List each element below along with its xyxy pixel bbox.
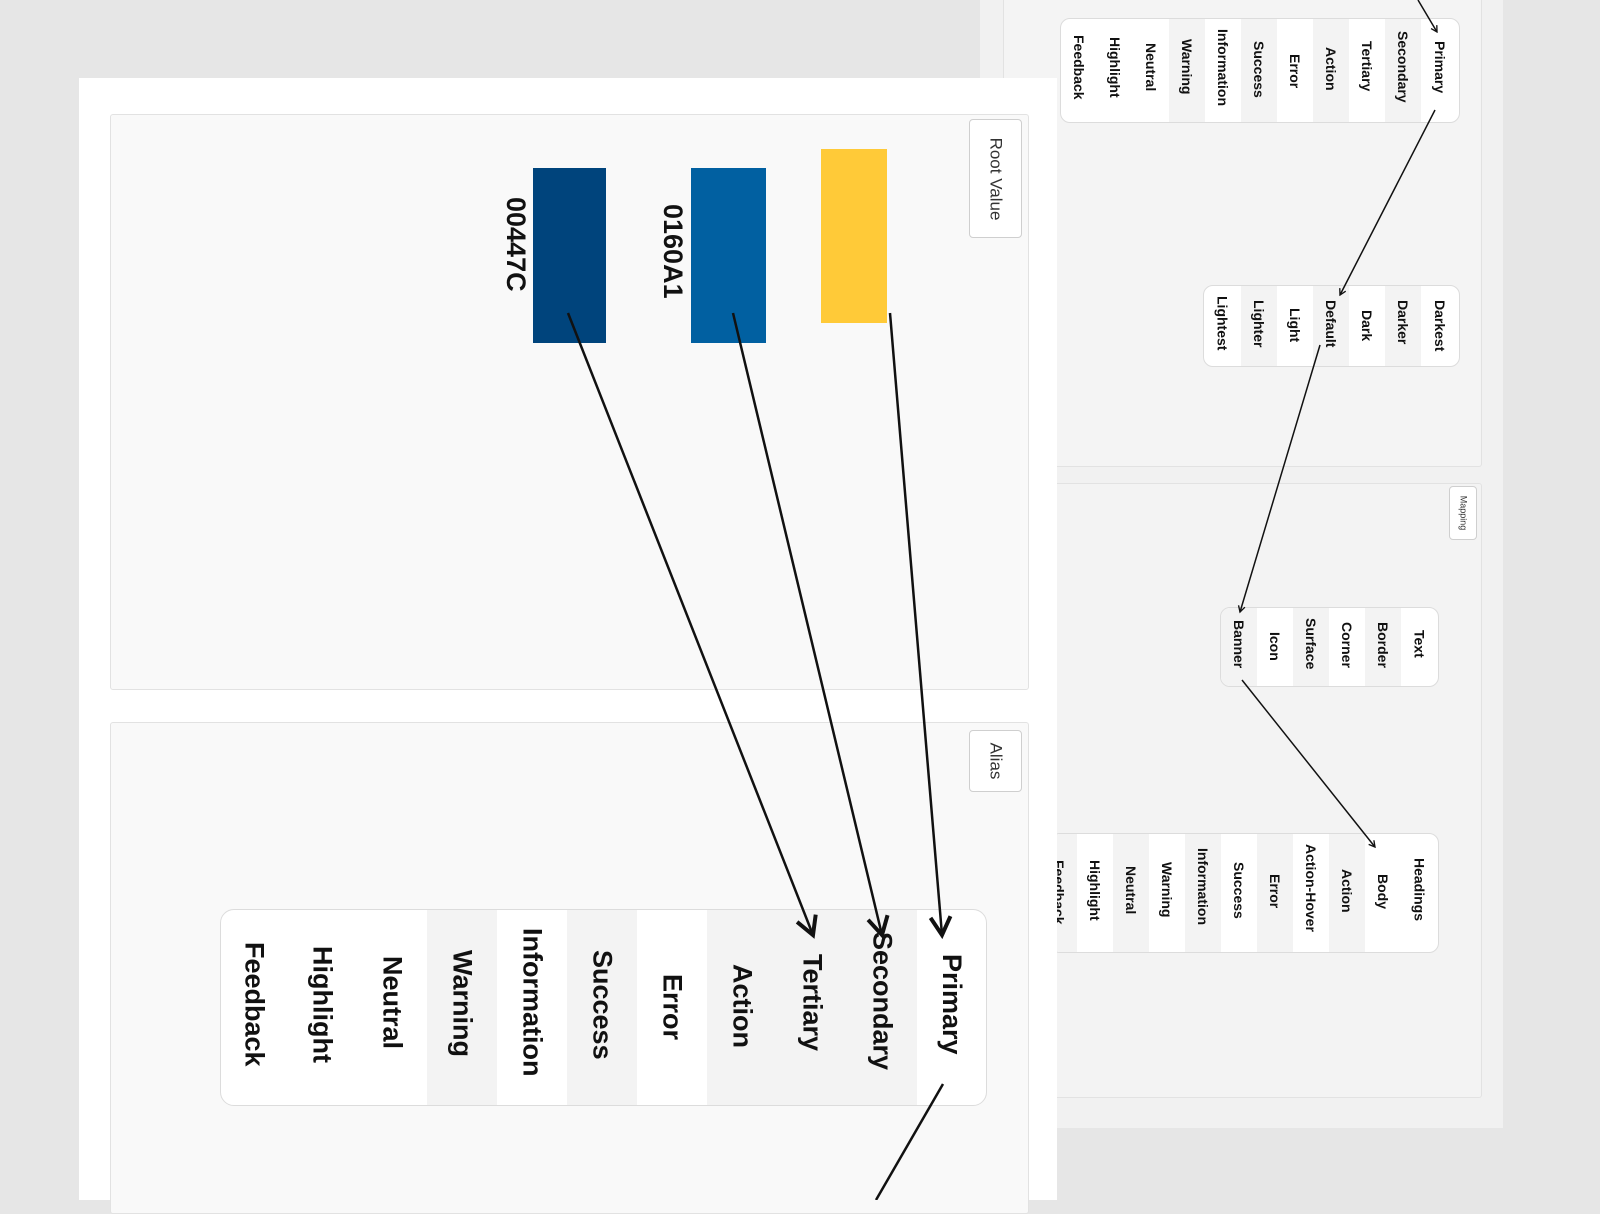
list-item: Tertiary	[1359, 41, 1375, 92]
list-item: Feedback	[1071, 35, 1087, 100]
list-item: Neutral	[377, 956, 408, 1050]
list-item: Success	[1231, 862, 1247, 919]
list-item: Error	[1257, 834, 1293, 952]
shade-list: Darkest Darker Dark Default Light Lighte…	[1203, 285, 1460, 367]
list-item: Information	[1185, 834, 1221, 952]
list-item: Lighter	[1241, 286, 1277, 366]
list-item: Light	[1287, 308, 1303, 343]
swatch-0160a1	[691, 168, 766, 343]
list-item: Primary	[937, 954, 967, 1055]
alias-list: Primary Secondary Tertiary Action Error …	[220, 909, 987, 1106]
list-item: Action	[1313, 19, 1349, 122]
list-item: Darkest	[1432, 300, 1448, 352]
arrow-primary-to-default	[1340, 109, 1436, 295]
list-item: Border	[1365, 608, 1401, 686]
back-alias-list: Primary Secondary Tertiary Action Error …	[1060, 18, 1460, 123]
alias-label: Alias	[969, 730, 1022, 792]
list-item: Corner	[1339, 622, 1355, 668]
list-item: Action	[1329, 834, 1365, 952]
list-item: Darker	[1385, 286, 1421, 366]
list-item: Warning	[427, 910, 497, 1105]
swatch-yellow	[821, 149, 887, 323]
list-item: Lightest	[1214, 296, 1231, 351]
list-item: Success	[1241, 19, 1277, 122]
arrow-banner-to-body	[1241, 679, 1375, 847]
list-item: Error	[657, 974, 688, 1041]
arrow-primary-onward	[874, 1083, 945, 1200]
list-item: Body	[1375, 874, 1391, 909]
list-item: Action	[707, 910, 777, 1105]
list-item: Success	[567, 910, 637, 1105]
list-item: Highlight	[1107, 37, 1123, 98]
list-item: Error	[1287, 54, 1303, 89]
list-item: Warning	[1169, 19, 1205, 122]
list-item: Secondary	[847, 910, 917, 1105]
arrow-into-back-primary	[1417, 0, 1437, 32]
list-item: Neutral	[1113, 834, 1149, 952]
list-item: Default	[1313, 286, 1349, 366]
list-item: Secondary	[1385, 19, 1421, 122]
list-item: Tertiary	[777, 910, 847, 1105]
arrow-default-to-banner	[1240, 344, 1321, 612]
list-item: Primary	[1432, 41, 1448, 94]
list-item: Highlight	[1087, 860, 1103, 921]
arrow-yellow-to-primary	[888, 312, 942, 935]
list-item: Dark	[1359, 310, 1375, 342]
arrow-00447c-to-tertiary	[566, 312, 813, 935]
hex-label: 0160A1	[658, 204, 688, 299]
root-value-label: Root Value	[969, 119, 1022, 238]
list-item: Information	[517, 928, 548, 1077]
property-list: Text Border Corner Surface Icon Banner	[1220, 607, 1439, 687]
list-item: Feedback	[239, 942, 270, 1067]
arrow-0160a1-to-secondary	[731, 312, 882, 935]
mapping-label: Mapping	[1449, 486, 1477, 540]
list-item: Action-Hover	[1303, 844, 1319, 932]
list-item: Headings	[1411, 858, 1428, 922]
list-item: Neutral	[1143, 43, 1159, 92]
list-item: Information	[1215, 29, 1231, 106]
list-item: Warning	[1159, 862, 1175, 918]
list-item: Highlight	[307, 946, 338, 1063]
hex-label: 00447C	[501, 197, 531, 292]
list-item: Banner	[1221, 608, 1257, 686]
list-item: Surface	[1293, 608, 1329, 686]
mapping-panel	[1003, 483, 1482, 1098]
list-item: Text	[1411, 630, 1428, 658]
list-item: Icon	[1267, 632, 1283, 661]
